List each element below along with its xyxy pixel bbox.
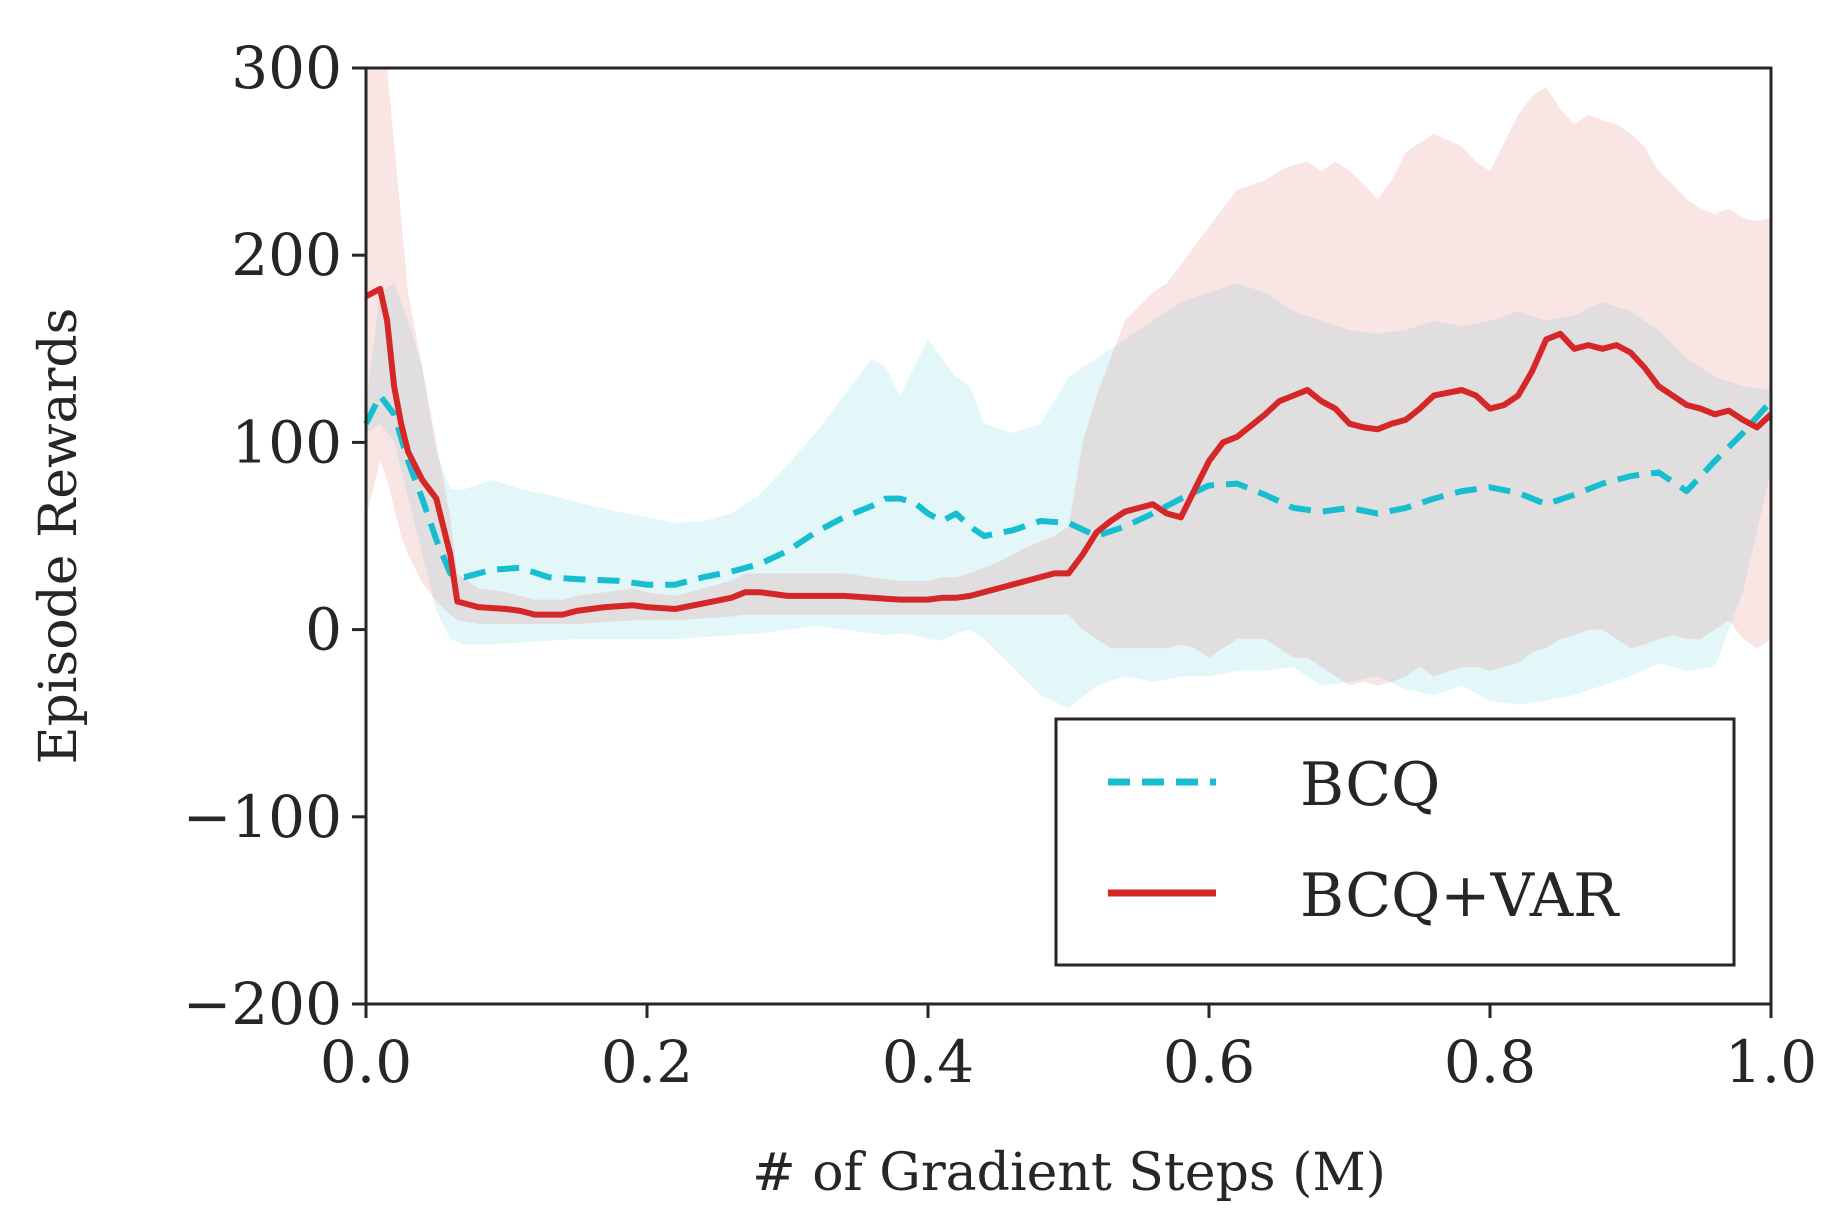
y-axis-label: Episode Rewards bbox=[29, 308, 89, 765]
band-bcq-var bbox=[366, 68, 1771, 686]
y-tick-label: 200 bbox=[231, 221, 342, 289]
x-tick-label: 0.6 bbox=[1163, 1028, 1255, 1096]
x-tick-label: 0.0 bbox=[320, 1028, 412, 1096]
legend-bcq-label: BCQ bbox=[1300, 750, 1440, 820]
y-axis-ticks: 300 200 100 0 −100 −200 bbox=[183, 34, 366, 1038]
x-tick-label: 0.2 bbox=[601, 1028, 693, 1096]
x-tick-label: 1.0 bbox=[1725, 1028, 1817, 1096]
x-axis-label: # of Gradient Steps (M) bbox=[752, 1143, 1386, 1203]
legend-frame bbox=[1054, 717, 1736, 967]
x-axis-ticks: 0.0 0.2 0.4 0.6 0.8 1.0 bbox=[320, 1004, 1817, 1096]
line-bcq-var bbox=[364, 285, 1774, 618]
series-lines bbox=[363, 285, 1774, 618]
y-tick-label: −200 bbox=[183, 970, 342, 1038]
legend-bcq-var-label: BCQ+VAR bbox=[1300, 861, 1620, 931]
y-tick-label: 100 bbox=[231, 408, 342, 476]
plot-frame bbox=[364, 66, 1773, 1006]
y-tick-label: −100 bbox=[183, 783, 342, 851]
y-tick-label: 0 bbox=[305, 596, 342, 664]
x-tick-label: 0.8 bbox=[1444, 1028, 1536, 1096]
line-bcq bbox=[363, 392, 1774, 588]
y-tick-label: 300 bbox=[231, 34, 342, 102]
x-tick-label: 0.4 bbox=[882, 1028, 974, 1096]
legend: BCQ BCQ+VAR bbox=[1054, 717, 1736, 967]
